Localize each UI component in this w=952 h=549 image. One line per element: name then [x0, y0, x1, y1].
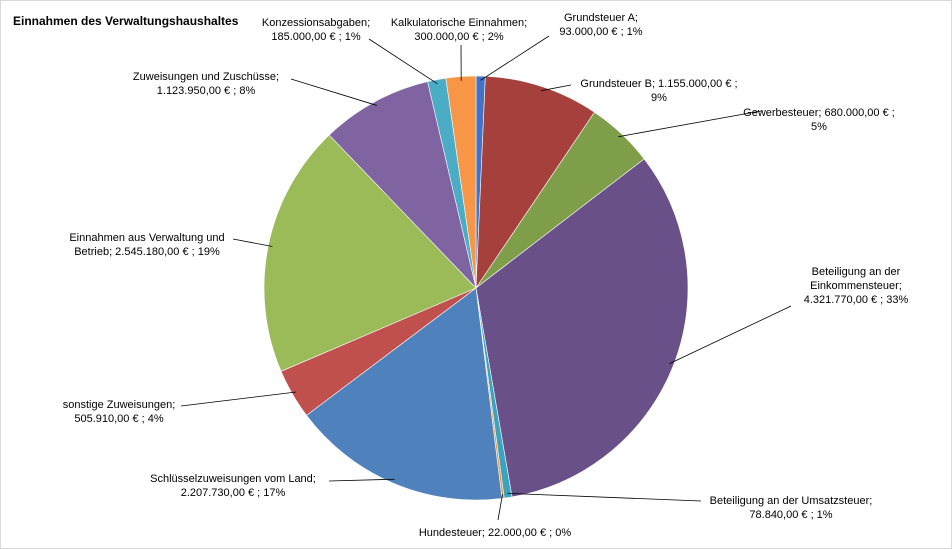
slice-label-line: 93.000,00 € ; 1% [559, 26, 642, 38]
leader-line [180, 391, 297, 407]
leader-line [497, 493, 503, 521]
leader-line [328, 478, 395, 482]
slice-label-line: Beteiligung an der Umsatzsteuer; [710, 495, 873, 507]
slice-label-line: Grundsteuer B; 1.155.000,00 € ; [580, 78, 737, 90]
slice-label: Grundsteuer A; 93.000,00 € ; 1% [559, 12, 642, 38]
slice-label-line: Kalkulatorische Einnahmen; [391, 17, 527, 29]
leader-line [480, 35, 550, 81]
slice-label: Zuweisungen und Zuschüsse; 1.123.950,00 €… [133, 71, 279, 97]
chart-title: Einnahmen des Verwaltungshaushaltes [13, 14, 239, 28]
slice-label-line: sonstige Zuweisungen; [63, 399, 176, 411]
slice-label-line: Konzessionsabgaben; [262, 17, 370, 29]
slice-label-line: Einnahmen aus Verwaltung und [69, 232, 224, 244]
slice-label-line: 78.840,00 € ; 1% [749, 509, 832, 521]
slice-label-line: Beteiligung an der [812, 266, 901, 278]
slice-label: Einnahmen aus Verwaltung und Betrieb; 2.5… [69, 232, 224, 258]
pie-slice [328, 81, 477, 289]
pie-slice [475, 158, 689, 498]
slice-label: Gewerbesteuer; 680.000,00 € ; 5% [743, 107, 895, 133]
leader-line [669, 305, 792, 365]
slice-label-line: 9% [651, 92, 667, 104]
slice-label-line: 300.000,00 € ; 2% [414, 31, 504, 43]
slice-label: Schlüsselzuweisungen vom Land; 2.207.730,… [150, 473, 316, 499]
slice-label-line: Gewerbesteuer; 680.000,00 € ; [743, 107, 895, 119]
pie-slice [306, 287, 503, 501]
slice-label: Grundsteuer B; 1.155.000,00 € ; 9% [580, 78, 737, 104]
slice-label-line: 1.123.950,00 € ; 8% [157, 85, 256, 97]
slice-label-line: 505.910,00 € ; 4% [74, 413, 164, 425]
slice-label-line: 5% [811, 121, 827, 133]
leader-lines [180, 35, 792, 521]
slice-label-line: Schlüsselzuweisungen vom Land; [150, 473, 316, 485]
slice-label-line: 4.321.770,00 € ; 33% [804, 294, 909, 306]
slice-label-line: 2.207.730,00 € ; 17% [181, 487, 286, 499]
slice-label: Beteiligung an der Einkommensteuer; 4.321.… [804, 266, 909, 306]
pie-slice [475, 75, 595, 290]
leader-line [290, 78, 377, 106]
slice-label: Kalkulatorische Einnahmen; 300.000,00 € ;… [391, 17, 527, 43]
slice-label-line: Betrieb; 2.545.180,00 € ; 19% [74, 246, 220, 258]
slice-label-line: Grundsteuer A; [564, 12, 638, 24]
slice-label: Konzessionsabgaben; 185.000,00 € ; 1% [262, 17, 370, 43]
slice-label-line: 185.000,00 € ; 1% [271, 31, 361, 43]
pie-slices [263, 75, 689, 501]
leader-line [507, 492, 702, 502]
slice-labels: Grundsteuer A; 93.000,00 € ; 1%Grundsteue… [63, 12, 909, 539]
slice-label: Hundesteuer; 22.000,00 € ; 0% [419, 527, 571, 539]
leader-line [368, 38, 438, 85]
slice-label: Beteiligung an der Umsatzsteuer; 78.840,0… [710, 495, 873, 521]
slice-label: sonstige Zuweisungen; 505.910,00 € ; 4% [63, 399, 176, 425]
slice-label-line: Zuweisungen und Zuschüsse; [133, 71, 279, 83]
slice-label-line: Hundesteuer; 22.000,00 € ; 0% [419, 527, 571, 539]
leader-line [541, 84, 572, 92]
slice-label-line: Einkommensteuer; [810, 280, 902, 292]
leader-line [232, 238, 273, 247]
leader-line [618, 110, 762, 138]
